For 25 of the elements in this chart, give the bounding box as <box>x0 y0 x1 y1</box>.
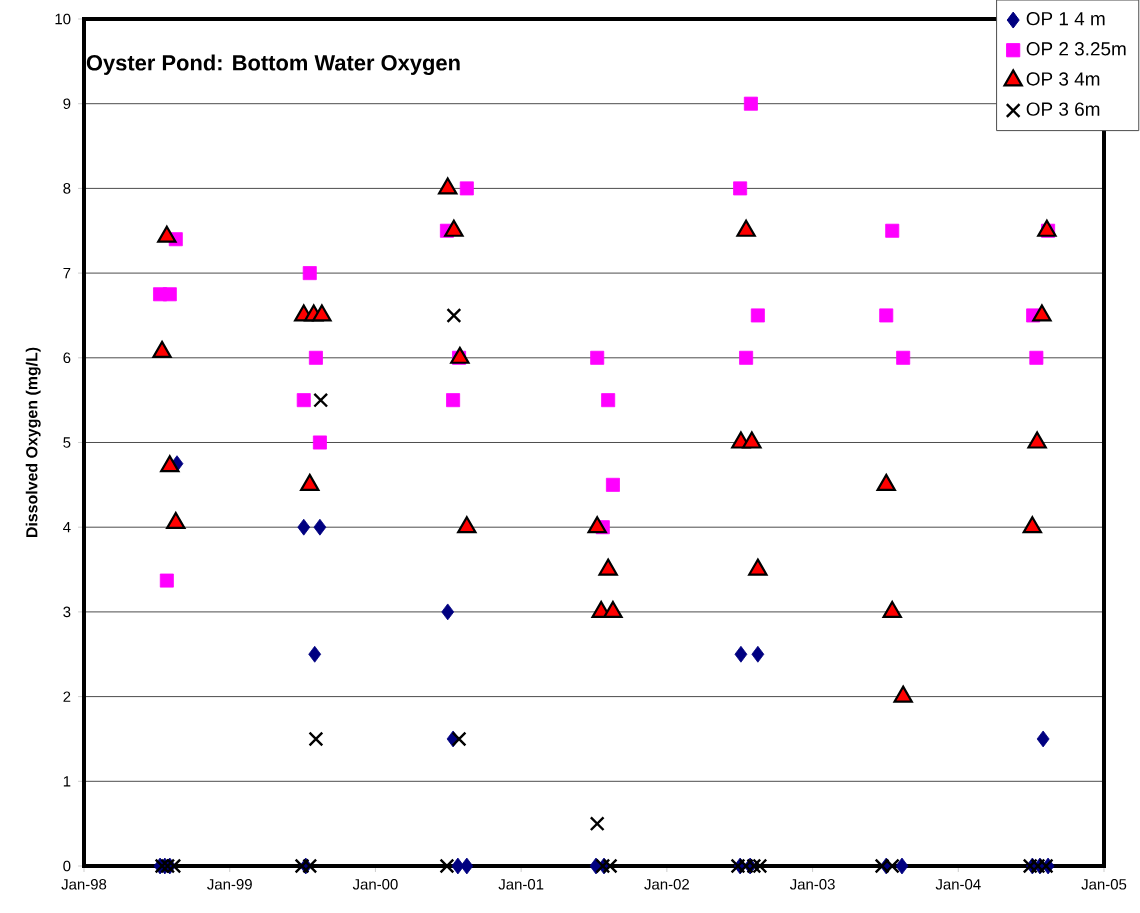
x-tick-label: Jan-98 <box>61 879 107 890</box>
y-tick-label: 6 <box>63 352 71 364</box>
text: Oyster Pond: Bottom Water Oxygen <box>86 54 460 76</box>
y-tick-label: 0 <box>63 860 71 872</box>
legend-label: OP 2 3.25m <box>1026 42 1126 56</box>
y-tick-label: 5 <box>63 437 71 448</box>
y-axis-title: Dissolved Oxygen (mg/L) <box>25 347 41 538</box>
x-tick-label: Jan-01 <box>498 879 544 890</box>
x-tick-label: Jan-04 <box>935 879 981 890</box>
y-tick-label: 4 <box>63 522 71 533</box>
y-tick-label: 10 <box>55 13 71 25</box>
x-tick-label: Jan-03 <box>789 879 835 890</box>
x-tick-label: Jan-05 <box>1081 879 1127 890</box>
y-tick-label: 8 <box>63 183 71 194</box>
y-tick-label: 1 <box>63 776 71 787</box>
y-tick-label: 2 <box>63 691 71 702</box>
x-tick-label: Jan-02 <box>644 879 689 890</box>
y-tick-label: 3 <box>63 606 71 618</box>
y-tick-label: 7 <box>63 267 71 279</box>
y-tick-label: 9 <box>63 98 71 109</box>
legend-label: OP 3 6m <box>1026 102 1100 116</box>
x-tick-label: Jan-99 <box>207 879 252 890</box>
legend-label: OP 1 4 m <box>1026 11 1105 26</box>
legend-label: OP 3 4m <box>1026 72 1100 86</box>
x-tick-label: Jan-00 <box>352 879 398 890</box>
